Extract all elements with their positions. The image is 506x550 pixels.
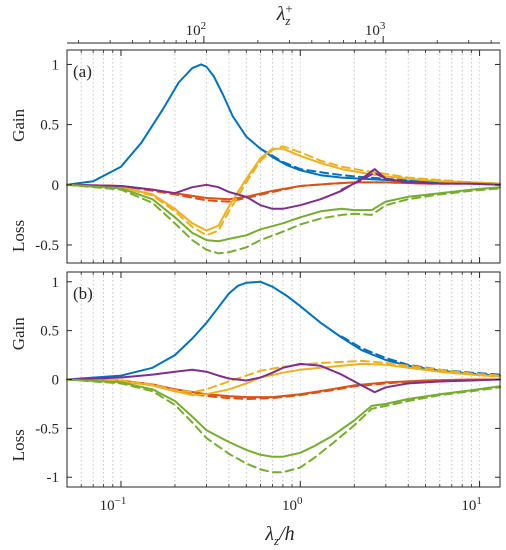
y-tick-label-0: 1 bbox=[52, 275, 60, 291]
loss-label: Loss bbox=[9, 220, 28, 252]
series-orange-dashed bbox=[66, 181, 501, 203]
top-axis-tick-label-1: 103 bbox=[365, 20, 386, 39]
series-purple-dashed bbox=[340, 171, 410, 191]
x-tick-label-2: 101 bbox=[461, 495, 482, 514]
x-axis-title: λz/h bbox=[264, 523, 294, 548]
series-green-solid bbox=[66, 183, 501, 243]
y-tick-label-1: 0.5 bbox=[40, 118, 59, 134]
y-tick-label-0: 1 bbox=[52, 57, 60, 73]
bottom-axis: λz/h 10−1 100 101 bbox=[100, 495, 482, 548]
top-axis-tick-label-0: 102 bbox=[186, 20, 207, 39]
y-tick-label-2: 0 bbox=[52, 373, 60, 389]
gain-label: Gain bbox=[9, 108, 28, 142]
top-axis-ticks: 102 103 bbox=[78, 20, 492, 43]
top-axis: λz+ 102 103 bbox=[67, 1, 500, 44]
series-purple-solid bbox=[66, 168, 501, 210]
panel-frame bbox=[66, 49, 501, 264]
series-blue-solid bbox=[66, 63, 501, 186]
series-green-dashed bbox=[66, 378, 501, 474]
series-blue-solid bbox=[66, 280, 501, 381]
x-tick-label-0: 10−1 bbox=[100, 495, 127, 514]
top-axis-title: λz+ bbox=[276, 1, 294, 28]
y-tick-label-3: -0.5 bbox=[35, 421, 59, 437]
panel-a: 1 0.5 0 -0.5 (a) Gain Loss bbox=[9, 49, 501, 264]
gain-label: Gain bbox=[9, 317, 28, 351]
y-tick-label-1: 0.5 bbox=[40, 324, 59, 340]
series-yellow-dashed bbox=[66, 145, 501, 237]
series-green-solid bbox=[66, 378, 501, 458]
panel-tag: (b) bbox=[73, 284, 93, 303]
panel-tag: (a) bbox=[73, 62, 92, 81]
loss-label: Loss bbox=[9, 429, 28, 461]
series-yellow-solid bbox=[66, 147, 501, 232]
series-green-dashed bbox=[66, 183, 501, 255]
x-tick-label-1: 100 bbox=[282, 495, 303, 514]
series-purple-solid bbox=[66, 362, 501, 394]
y-tick-label-4: -1 bbox=[47, 470, 60, 486]
y-tick-label-2: 0 bbox=[52, 178, 60, 194]
y-tick-label-3: -0.5 bbox=[35, 238, 59, 254]
panel-b: 1 0.5 0 -0.5 -1 (b) Gain Loss bbox=[9, 271, 501, 488]
